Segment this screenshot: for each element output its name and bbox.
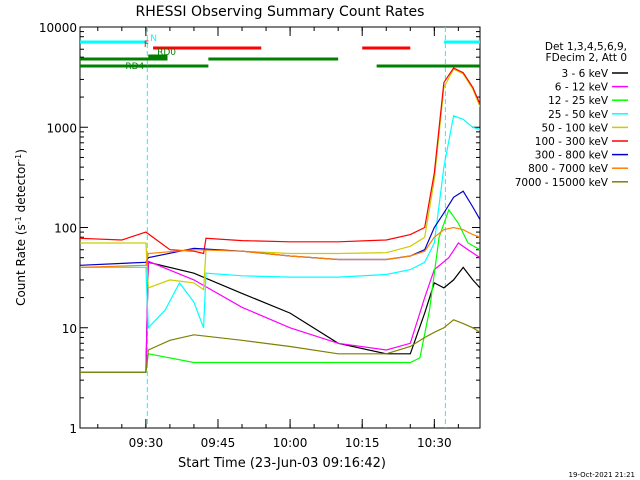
y-axis-label-part: Count Rate (s [14,224,28,306]
legend-entry-label: 12 - 25 keV [548,95,609,107]
legend-header: Det 1,3,4,5,6,9, [545,41,627,53]
y-tick-label: 100 [54,222,77,236]
series-line [80,319,480,373]
legend-entry-label: 7000 - 15000 keV [515,177,609,189]
legend-entry-label: 800 - 7000 keV [528,163,609,175]
plot-area: 1 10 100 1000 10000 09:30 09:45 10:00 10:15 10:30 [39,21,481,450]
x-tick-label: 10:00 [273,436,308,450]
state-bar-label: F [144,40,149,50]
y-tick-label: 1000 [46,121,77,135]
footer-timestamp: 19-Oct-2021 21:21 [569,471,635,479]
legend-entry-label: 3 - 6 keV [561,68,608,80]
x-tick-label: 09:45 [201,436,236,450]
series-line [80,242,480,373]
state-bar-label: N [150,34,157,44]
x-axis-label: Start Time (23-Jun-03 09:16:42) [178,456,386,471]
legend-header: FDecim 2, Att 0 [546,52,627,64]
series-line [80,114,480,330]
legend-entry-label: 50 - 100 keV [541,122,608,134]
series-line [80,226,480,268]
x-tick-label: 10:15 [345,436,380,450]
chart-title: RHESSI Observing Summary Count Rates [136,4,425,20]
y-axis-label: Count Rate (s-1 detector-1) [14,149,29,306]
legend-entry-label: 100 - 300 keV [535,136,609,148]
series-line [80,68,480,291]
x-tick-label: 10:30 [417,436,452,450]
series-line [80,67,480,255]
legend-entry-label: 300 - 800 keV [535,150,609,162]
x-tick-label: 09:30 [129,436,164,450]
legend-entry-label: 6 - 12 keV [555,82,609,94]
y-tick-label: 10000 [39,21,77,35]
y-axis-label-part: detector [14,162,28,217]
series-line [80,208,480,373]
series-line [80,261,480,373]
legend-entry-label: 25 - 50 keV [548,109,609,121]
y-axis-label-part: ) [14,149,28,154]
state-bar-label: RD0 [157,48,176,58]
series-line [80,190,480,266]
y-axis-label-part: -1 [14,154,23,162]
y-tick-label: 10 [62,322,77,336]
y-tick-label: 1 [69,422,77,436]
y-axis-label-part: -1 [14,216,23,224]
data-layer [80,27,480,428]
plot-frame [79,26,481,429]
state-bar-label: RD4 [125,62,144,72]
